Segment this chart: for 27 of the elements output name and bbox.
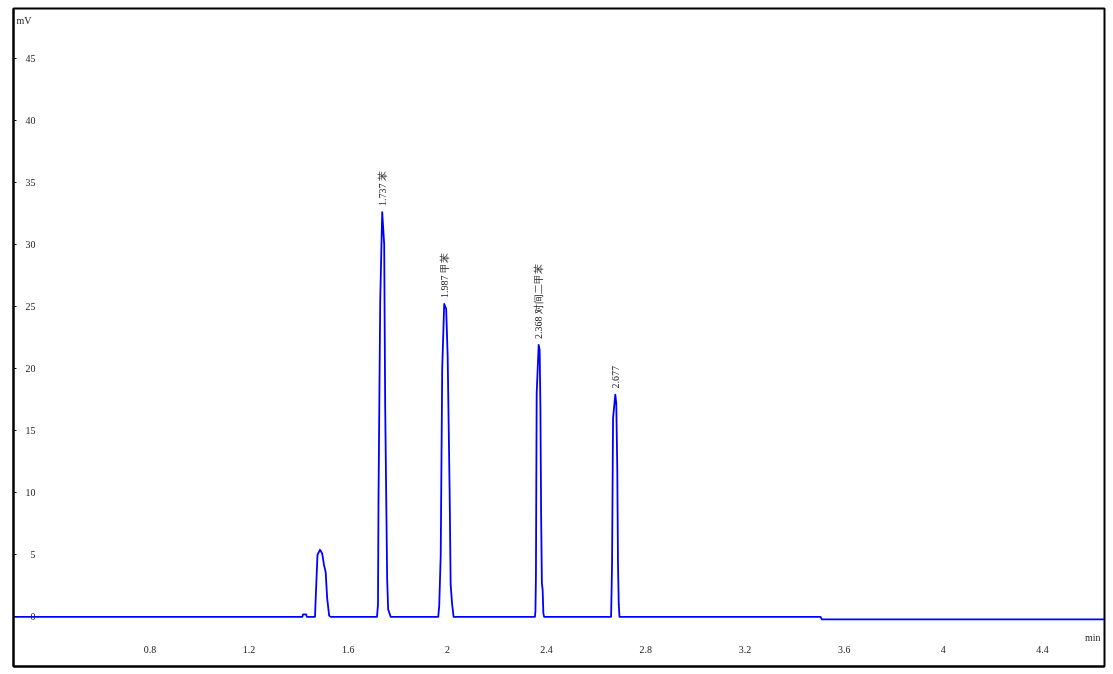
x-tick-label: 2.4 [540,643,553,655]
x-tick-label: 1.6 [341,643,355,655]
y-tick-label: 45 [25,52,36,64]
annotation: 2.677 [609,366,621,389]
y-tick-label: 5 [30,549,36,561]
x-tick-label: 2.8 [639,643,653,655]
y-tick-label: 30 [25,238,36,250]
x-tick-label: 4 [940,643,946,655]
annotation: 2.368 对间二甲苯 [533,263,545,339]
x-tick-label: 2 [444,643,450,655]
annotation: 1.737 苯 [376,171,388,207]
y-tick-label: 20 [25,363,36,375]
y-tick-label: 40 [25,114,36,126]
y-tick-label: 0 [30,611,36,623]
x-tick-label: 3.2 [738,643,752,655]
y-tick-label: 15 [25,425,36,437]
x-axis-title: min [1084,631,1101,643]
line-series [13,211,1105,621]
x-tick-label: 3.6 [837,643,851,655]
y-tick-label: 35 [25,176,36,188]
y-axis-title: mV [16,14,33,26]
y-tick-label: 10 [25,487,36,499]
annotation: 1.987 甲苯 [438,252,450,298]
y-tick-label: 25 [25,300,36,312]
x-tick-label: 1.2 [242,643,256,655]
x-tick-label: 4.4 [1036,643,1049,655]
x-tick-label: 0.8 [143,643,157,655]
